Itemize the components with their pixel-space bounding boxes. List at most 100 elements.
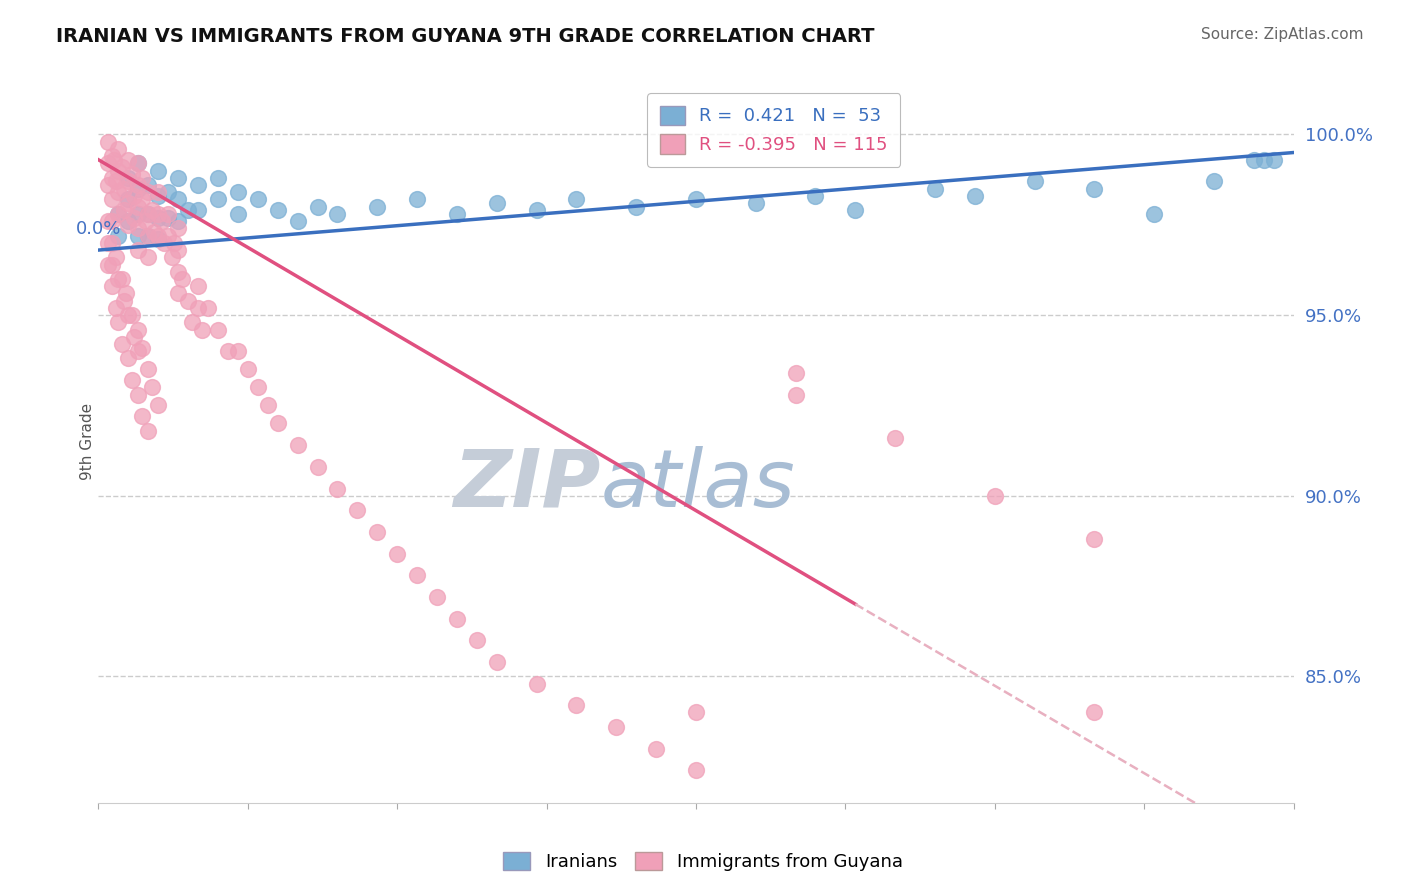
Point xyxy=(101,149,124,163)
Point xyxy=(307,459,329,474)
Point xyxy=(107,228,129,243)
Point xyxy=(127,178,149,192)
Point xyxy=(112,293,135,308)
Point xyxy=(326,482,349,496)
Point xyxy=(127,344,149,359)
Point xyxy=(127,207,149,221)
Point xyxy=(107,186,129,200)
Point xyxy=(207,170,229,185)
Point xyxy=(1243,153,1265,167)
Point xyxy=(187,301,209,315)
Point xyxy=(141,203,163,218)
Point xyxy=(148,228,170,243)
Point xyxy=(217,344,239,359)
Point xyxy=(565,698,588,713)
Point xyxy=(127,221,149,235)
Point xyxy=(117,218,139,232)
Point xyxy=(167,265,190,279)
Point xyxy=(107,315,129,329)
Point xyxy=(136,228,159,243)
Point xyxy=(267,417,290,431)
Point xyxy=(131,409,153,424)
Point xyxy=(112,181,135,195)
Point xyxy=(136,207,159,221)
Point xyxy=(101,279,124,293)
Point xyxy=(127,200,149,214)
Point xyxy=(366,200,388,214)
Point xyxy=(246,193,269,207)
Point xyxy=(124,211,146,225)
Point xyxy=(645,741,668,756)
Point xyxy=(101,214,124,228)
Point xyxy=(127,243,149,257)
Point xyxy=(984,489,1007,503)
Point xyxy=(136,424,159,438)
Point xyxy=(187,178,209,192)
Point xyxy=(157,211,180,225)
Point xyxy=(97,258,120,272)
Point xyxy=(844,203,866,218)
Point xyxy=(167,170,190,185)
Point xyxy=(136,207,159,221)
Point xyxy=(1083,181,1105,195)
Point xyxy=(117,174,139,188)
Point xyxy=(326,207,349,221)
Point xyxy=(385,547,409,561)
Point xyxy=(745,196,768,211)
Point xyxy=(121,167,143,181)
Point xyxy=(107,207,129,221)
Point xyxy=(143,225,166,239)
Point xyxy=(236,362,259,376)
Point xyxy=(101,258,124,272)
Point xyxy=(117,153,139,167)
Point xyxy=(197,301,219,315)
Point xyxy=(172,272,194,286)
Point xyxy=(136,362,159,376)
Point xyxy=(1024,174,1046,188)
Text: atlas: atlas xyxy=(600,446,796,524)
Point xyxy=(121,373,143,387)
Point xyxy=(884,431,907,445)
Point xyxy=(963,189,986,203)
Point xyxy=(406,568,429,582)
Point xyxy=(111,160,134,174)
Point xyxy=(107,163,129,178)
Point xyxy=(136,186,159,200)
Point xyxy=(485,196,508,211)
Point xyxy=(107,272,129,286)
Point xyxy=(485,655,508,669)
Point xyxy=(1263,153,1285,167)
Point xyxy=(135,214,157,228)
Point xyxy=(187,279,209,293)
Point xyxy=(287,438,309,452)
Point xyxy=(1083,706,1105,720)
Point xyxy=(804,189,827,203)
Point xyxy=(131,170,153,185)
Point xyxy=(148,211,170,225)
Point xyxy=(148,398,170,412)
Legend: Iranians, Immigrants from Guyana: Iranians, Immigrants from Guyana xyxy=(496,845,910,879)
Point xyxy=(105,301,128,315)
Point xyxy=(136,228,159,243)
Point xyxy=(167,221,190,235)
Point xyxy=(605,720,627,734)
Point xyxy=(97,135,120,149)
Point xyxy=(157,228,180,243)
Point xyxy=(117,193,139,207)
Point xyxy=(136,250,159,264)
Point xyxy=(207,193,229,207)
Legend: R =  0.421   N =  53, R = -0.395   N = 115: R = 0.421 N = 53, R = -0.395 N = 115 xyxy=(647,93,900,167)
Point xyxy=(107,142,129,156)
Point xyxy=(127,322,149,336)
Point xyxy=(685,706,707,720)
Point xyxy=(1143,207,1166,221)
Point xyxy=(191,322,214,336)
Point xyxy=(1202,174,1225,188)
Point xyxy=(97,235,120,250)
Point xyxy=(785,387,807,401)
Point xyxy=(127,156,149,170)
Point xyxy=(127,228,149,243)
Point xyxy=(226,344,249,359)
Point xyxy=(148,163,170,178)
Text: Source: ZipAtlas.com: Source: ZipAtlas.com xyxy=(1201,27,1364,42)
